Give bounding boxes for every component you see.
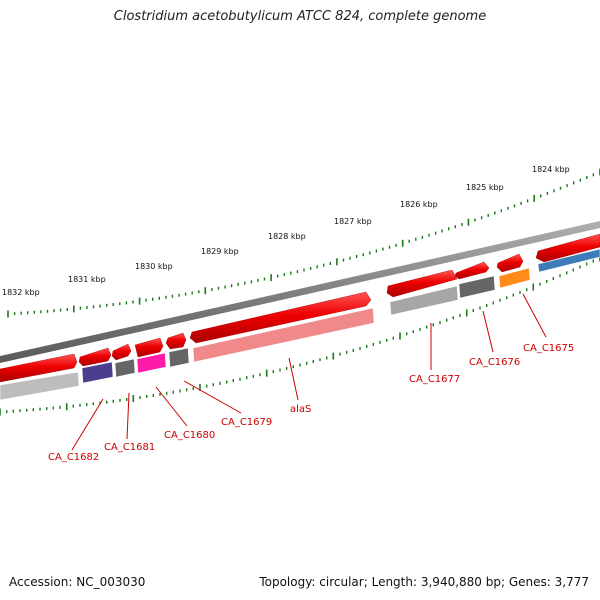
feature-block-blue — [537, 248, 600, 273]
length-label: Length: — [371, 575, 418, 589]
genome-stats-footer: Topology: circular; Length: 3,940,880 bp… — [259, 575, 589, 589]
feature-block-orange — [498, 267, 531, 289]
callout-line-ca-c1680 — [155, 386, 188, 427]
kbp-label-1825: 1825 kbp — [466, 183, 504, 192]
forward-strand-cds — [0, 233, 600, 383]
kbp-label-1830: 1830 kbp — [135, 262, 173, 271]
cds-arrow-forward — [496, 253, 524, 273]
gene-label-ca-c1680: CA_C1680 — [164, 430, 215, 441]
genes-label: Genes: — [508, 575, 551, 589]
feature-block-magenta — [136, 352, 167, 374]
feature-color-ring — [0, 248, 600, 401]
accession-value: NC_003030 — [76, 575, 146, 589]
kbp-label-1832: 1832 kbp — [2, 288, 40, 297]
cds-arrow-forward — [454, 261, 490, 280]
kbp-label-1826: 1826 kbp — [400, 200, 438, 209]
callout-line-ca-c1682 — [71, 398, 104, 451]
callout-line-alas — [288, 357, 299, 401]
genome-backbone — [0, 221, 600, 363]
gene-label-ca-c1681: CA_C1681 — [104, 442, 155, 453]
cds-arrow-forward — [189, 291, 372, 344]
cds-arrow-forward — [386, 269, 458, 298]
callout-line-ca-c1675 — [522, 293, 547, 338]
gene-label-ca-c1682: CA_C1682 — [48, 452, 99, 463]
accession-label: Accession: — [9, 575, 73, 589]
gene-labels: CA_C1675 CA_C1676 CA_C1677 alaS CA_C1679… — [48, 343, 574, 463]
feature-block-gray — [458, 275, 496, 299]
kbp-label-1829: 1829 kbp — [201, 247, 239, 256]
length-value: 3,940,880 bp — [420, 575, 501, 589]
callout-lines — [71, 293, 547, 451]
feature-block-pink — [192, 307, 375, 363]
cds-arrow-forward — [78, 347, 112, 367]
callout-line-ca-c1676 — [482, 310, 494, 353]
kbp-label-group: 1824 kbp 1825 kbp 1826 kbp 1827 kbp 1828… — [2, 165, 570, 297]
genes-value: 3,777 — [554, 575, 589, 589]
callout-line-ca-c1679 — [183, 380, 242, 414]
kbp-label-1828: 1828 kbp — [268, 232, 306, 241]
gene-label-ca-c1677: CA_C1677 — [409, 374, 460, 385]
feature-block-gray — [114, 358, 136, 378]
topology-label: Topology: — [259, 575, 316, 589]
kbp-label-1824: 1824 kbp — [532, 165, 570, 174]
topology-value: circular — [319, 575, 364, 589]
cds-arrow-forward — [0, 353, 78, 383]
cds-arrow-forward — [165, 332, 187, 350]
gene-label-alas: alaS — [290, 404, 311, 415]
accession-footer: Accession: NC_003030 — [9, 575, 145, 589]
gene-label-ca-c1676: CA_C1676 — [469, 357, 520, 368]
feature-block-gray — [168, 347, 190, 368]
cds-arrow-forward — [111, 343, 132, 361]
gene-label-ca-c1675: CA_C1675 — [523, 343, 574, 354]
gene-label-ca-c1679: CA_C1679 — [221, 417, 272, 428]
kbp-label-1827: 1827 kbp — [334, 217, 372, 226]
cds-arrow-forward — [134, 337, 164, 358]
scale-tick-ring — [0, 168, 600, 416]
callout-line-ca-c1681 — [126, 392, 130, 440]
kbp-label-1831: 1831 kbp — [68, 275, 106, 284]
feature-block-purple — [81, 361, 114, 384]
feature-block-lightgray — [0, 371, 80, 401]
feature-block-lightgray — [389, 285, 459, 316]
cds-arrow-forward — [535, 233, 600, 263]
map-title: Clostridium acetobutylicum ATCC 824, com… — [113, 9, 487, 24]
